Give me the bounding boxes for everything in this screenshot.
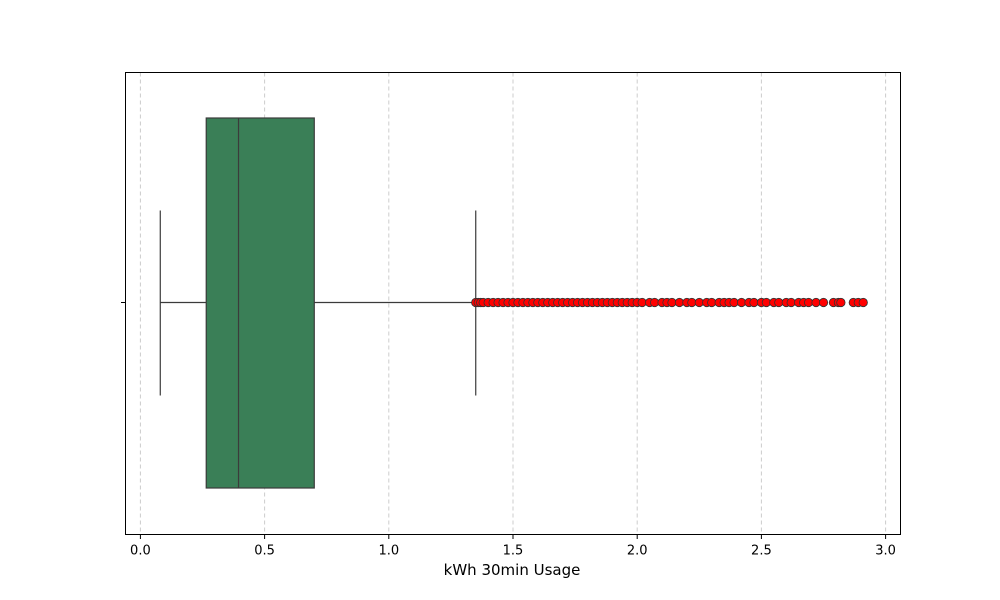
box-plot: [159, 117, 477, 489]
outlier-point: [858, 297, 868, 308]
x-tick-label: 1.0: [378, 544, 399, 559]
outlier-point: [836, 297, 846, 308]
x-tick-label: 1.5: [503, 544, 524, 559]
x-axis-ticks: 0.0 0.5 1.0 1.5 2.0 2.5 3.0: [130, 534, 896, 559]
outlier-points: [471, 297, 868, 308]
outlier-point: [818, 297, 829, 308]
x-tick-label: 0.5: [254, 544, 275, 559]
x-tick-label: 2.0: [627, 544, 648, 559]
x-axis-label: kWh 30min Usage: [444, 561, 581, 579]
x-tick-label: 3.0: [875, 544, 896, 559]
x-tick-label: 2.5: [751, 544, 772, 559]
x-tick-label: 0.0: [130, 544, 151, 559]
iqr-box: [205, 117, 315, 489]
